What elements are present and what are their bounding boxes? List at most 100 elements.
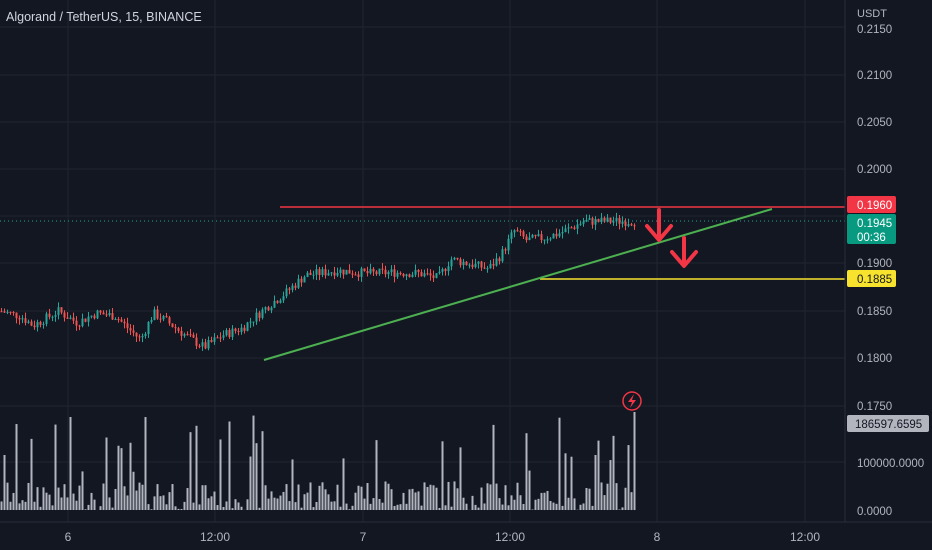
candle-body	[471, 264, 474, 268]
candle-body	[552, 233, 555, 239]
volume-bar	[555, 503, 558, 510]
candle-body	[318, 269, 321, 276]
volume-bar	[3, 454, 6, 510]
volume-bar	[195, 425, 198, 510]
volume-axis-ticks: 100000.0000 0.0000	[857, 458, 924, 518]
candle-body	[249, 321, 252, 323]
candle-body	[414, 269, 417, 275]
candle-body	[285, 288, 288, 297]
candle-body	[363, 268, 366, 272]
candle-body	[606, 217, 609, 222]
candle-body	[345, 269, 348, 275]
candle-body	[36, 322, 39, 328]
candle-body	[468, 264, 471, 266]
candle-body	[585, 219, 588, 222]
volume-bar	[42, 487, 45, 510]
candle-body	[558, 233, 561, 237]
candle-body	[330, 272, 333, 274]
volume-bar	[213, 491, 216, 510]
candle-body	[366, 271, 369, 274]
candle-body	[153, 309, 156, 321]
time-axis-panel[interactable]	[0, 522, 932, 550]
volume-bar	[159, 496, 162, 510]
volume-bar	[66, 497, 69, 510]
price-axis-panel[interactable]	[845, 0, 932, 522]
candle-body	[51, 316, 54, 318]
candle-body	[354, 274, 357, 276]
candle-body	[408, 274, 411, 278]
candle-body	[633, 225, 636, 227]
svg-text:0.1960: 0.1960	[857, 200, 892, 212]
volume-bar	[546, 490, 549, 510]
volume-bar	[483, 503, 486, 510]
volume-bar	[342, 458, 345, 510]
volume-bar	[27, 482, 30, 510]
candle-body	[303, 276, 306, 283]
volume-bar	[519, 495, 522, 510]
candle-body	[462, 261, 465, 266]
candle-body	[561, 231, 564, 234]
candle-body	[306, 272, 309, 277]
volume-bar	[186, 488, 189, 510]
candle-body	[273, 300, 276, 308]
candle-body	[12, 312, 15, 314]
volume-bar	[591, 505, 594, 510]
candle-body	[138, 336, 141, 338]
candle-body	[615, 217, 618, 222]
time-tick: 6	[65, 530, 72, 544]
candle-body	[228, 330, 231, 337]
candle-body	[381, 268, 384, 270]
candle-body	[603, 217, 606, 222]
volume-bar	[360, 486, 363, 510]
time-tick: 8	[654, 530, 661, 544]
volume-bar	[351, 505, 354, 510]
volume-bar	[108, 497, 111, 510]
candle-body	[423, 273, 426, 277]
candle-body	[108, 313, 111, 316]
volume-bar	[513, 499, 516, 510]
candle-body	[39, 322, 42, 325]
volume-bar	[78, 485, 81, 510]
volume-bar	[24, 501, 27, 510]
volume-bar	[57, 487, 60, 510]
volume-bar	[612, 435, 615, 510]
volume-bar	[111, 507, 114, 510]
volume-bar	[528, 470, 531, 510]
volume-bar	[93, 499, 96, 510]
candle-body	[495, 258, 498, 266]
volume-bar	[30, 438, 33, 510]
volume-bar	[585, 488, 588, 510]
volume-bar	[387, 483, 390, 510]
volume-bar	[558, 417, 561, 510]
volume-bar	[501, 504, 504, 510]
candle-body	[111, 313, 114, 320]
candle-body	[204, 342, 207, 349]
volume-bar	[582, 503, 585, 510]
candle-body	[177, 328, 180, 331]
volume-bar	[189, 432, 192, 510]
volume-bar	[348, 509, 351, 510]
volume-tick: 0.0000	[857, 506, 892, 518]
candle-body	[429, 273, 432, 276]
candle-body	[231, 328, 234, 337]
candle-body	[219, 337, 222, 339]
volume-bar	[51, 505, 54, 510]
candle-body	[156, 309, 159, 319]
volume-bar	[216, 505, 219, 510]
candle-body	[15, 312, 18, 319]
volume-bar	[471, 495, 474, 510]
volume-bar	[138, 482, 141, 510]
volume-bar	[141, 484, 144, 510]
volume-bar	[486, 483, 489, 510]
rising-trendline[interactable]	[263, 208, 773, 361]
lightning-icon[interactable]	[622, 391, 642, 411]
volume-bar	[465, 503, 468, 510]
candle-body	[567, 227, 570, 229]
volume-bar	[147, 504, 150, 510]
candle-series	[0, 212, 636, 351]
volume-bar	[564, 453, 567, 510]
resistance-price-badge: 0.1960	[847, 196, 896, 213]
volume-bar	[219, 439, 222, 510]
candle-body	[132, 330, 135, 333]
